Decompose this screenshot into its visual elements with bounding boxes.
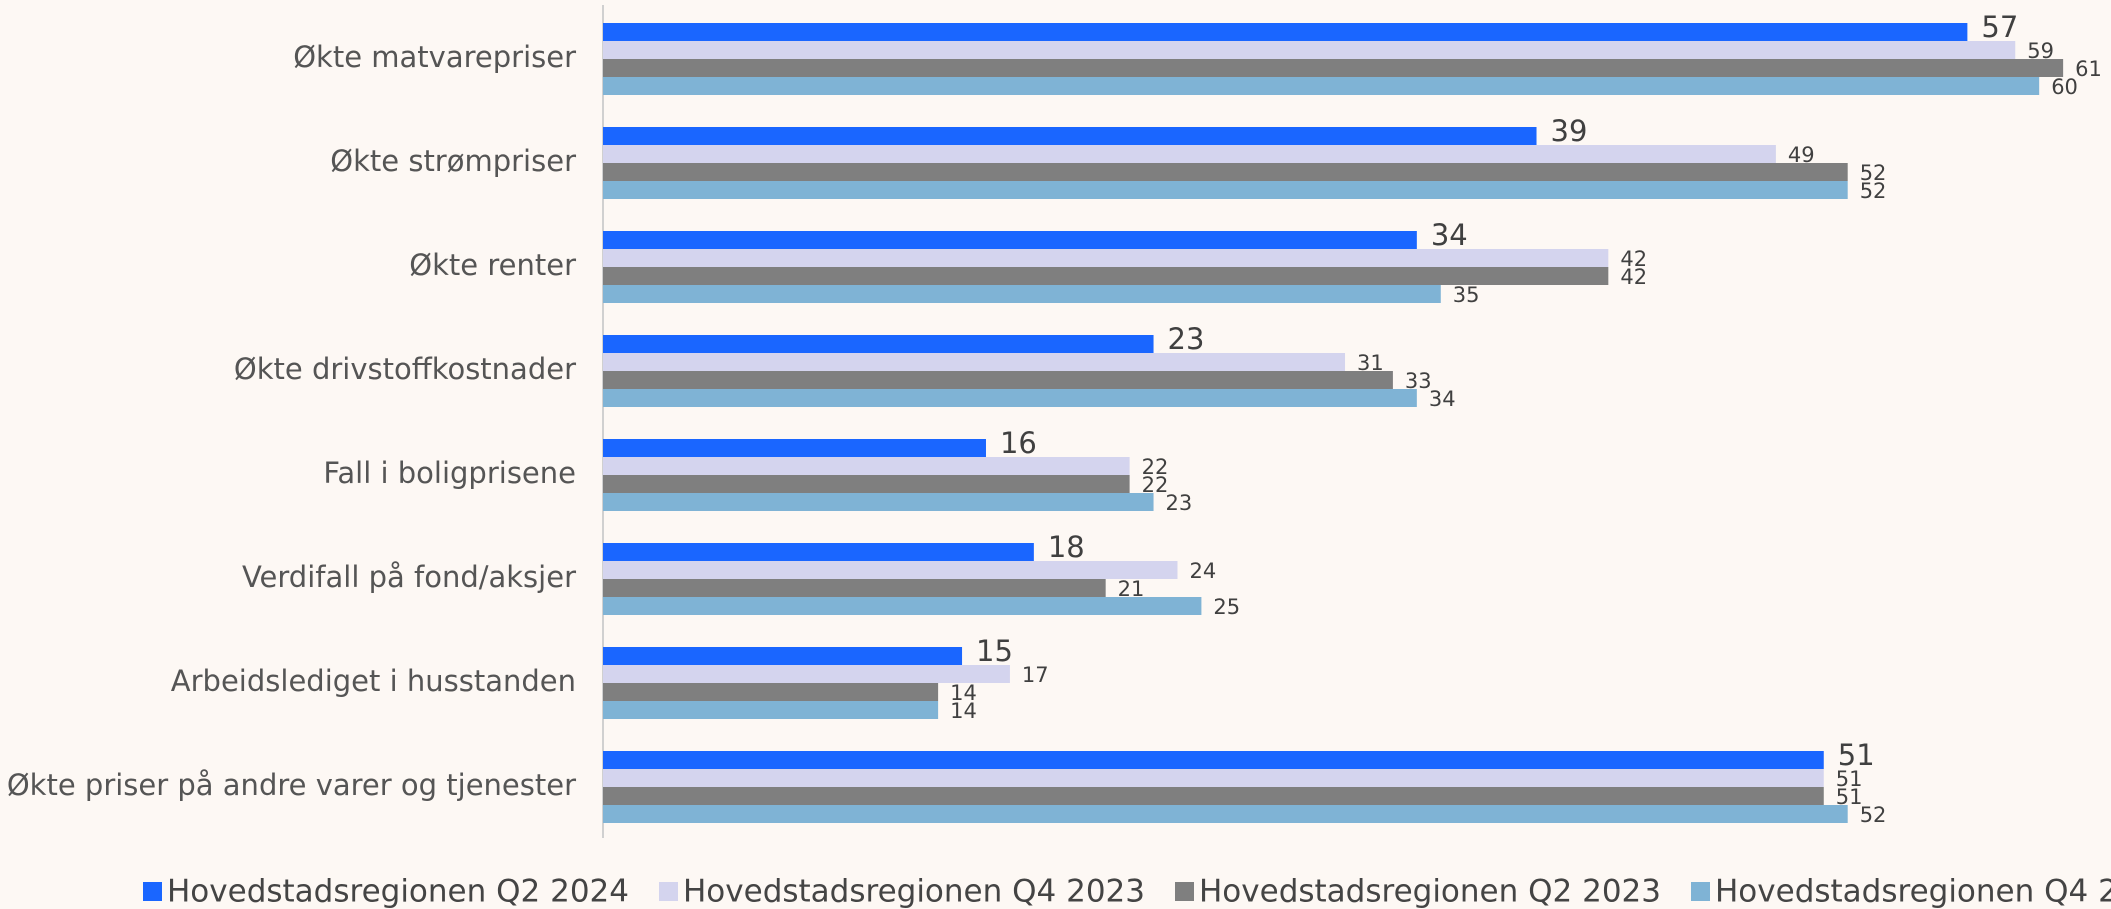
- bar: [603, 439, 986, 457]
- legend-swatch: [143, 882, 162, 901]
- value-label: 16: [1000, 426, 1037, 460]
- bar: [603, 493, 1154, 511]
- bar: [603, 231, 1417, 249]
- legend-label: Hovedstadsregionen Q4 2022: [1715, 874, 2111, 909]
- category-label: Fall i boligprisene: [323, 456, 576, 490]
- value-label: 14: [950, 699, 977, 723]
- bar: [603, 371, 1393, 389]
- value-label: 52: [1860, 803, 1887, 827]
- bar: [603, 145, 1776, 163]
- value-label: 61: [2075, 57, 2102, 81]
- value-label: 51: [1838, 738, 1875, 772]
- legend-label: Hovedstadsregionen Q2 2024: [167, 874, 629, 909]
- bar: [603, 751, 1824, 769]
- value-label: 35: [1453, 283, 1480, 307]
- value-label: 34: [1429, 387, 1456, 411]
- category-label: Økte renter: [409, 248, 576, 282]
- bar: [603, 665, 1010, 683]
- bar: [603, 77, 2040, 95]
- bar: [603, 181, 1848, 199]
- value-label: 57: [1981, 10, 2018, 44]
- bar: [603, 579, 1106, 597]
- value-label: 51: [1836, 767, 1863, 791]
- category-label: Økte strømpriser: [330, 144, 576, 178]
- bar: [603, 769, 1824, 787]
- value-label: 24: [1189, 559, 1216, 583]
- category-label: Arbeidslediget i husstanden: [171, 664, 576, 698]
- value-label: 22: [1142, 455, 1169, 479]
- bar: [603, 457, 1130, 475]
- bar: [603, 335, 1154, 353]
- bar: [603, 285, 1441, 303]
- legend-label: Hovedstadsregionen Q4 2023: [683, 874, 1145, 909]
- bar: [603, 163, 1848, 181]
- bar: [603, 353, 1346, 371]
- category-label: Økte priser på andre varer og tjenester: [7, 768, 576, 802]
- value-label: 14: [950, 681, 977, 705]
- bar: [603, 683, 939, 701]
- category-label: Økte matvarepriser: [293, 40, 576, 74]
- bar: [603, 59, 2064, 77]
- value-label: 52: [1860, 161, 1887, 185]
- value-label: 25: [1213, 595, 1240, 619]
- bar: [603, 701, 939, 719]
- value-label: 23: [1168, 322, 1205, 356]
- legend-swatch: [1691, 882, 1710, 901]
- bar: [603, 561, 1178, 579]
- value-label: 42: [1620, 265, 1647, 289]
- legend-swatch: [1175, 882, 1194, 901]
- legend-swatch: [659, 882, 678, 901]
- bar: [603, 127, 1537, 145]
- value-label: 23: [1166, 491, 1193, 515]
- value-label: 39: [1551, 114, 1588, 148]
- value-label: 52: [1860, 179, 1887, 203]
- bar: [603, 475, 1130, 493]
- category-label: Verdifall på fond/aksjer: [242, 560, 576, 594]
- value-label: 42: [1620, 247, 1647, 271]
- value-label: 34: [1431, 218, 1468, 252]
- value-label: 18: [1048, 530, 1085, 564]
- value-label: 15: [976, 634, 1013, 668]
- legend-label: Hovedstadsregionen Q2 2023: [1199, 874, 1661, 909]
- bar: [603, 805, 1848, 823]
- bar: [603, 787, 1824, 805]
- bar: [603, 389, 1417, 407]
- bar: [603, 647, 963, 665]
- bar: [603, 41, 2016, 59]
- value-label: 17: [1022, 663, 1049, 687]
- bar: [603, 267, 1609, 285]
- value-label: 60: [2051, 75, 2078, 99]
- category-label: Økte drivstoffkostnader: [234, 352, 576, 386]
- bar: [603, 543, 1034, 561]
- bar: [603, 597, 1202, 615]
- bar: [603, 249, 1609, 267]
- bar: [603, 23, 1968, 41]
